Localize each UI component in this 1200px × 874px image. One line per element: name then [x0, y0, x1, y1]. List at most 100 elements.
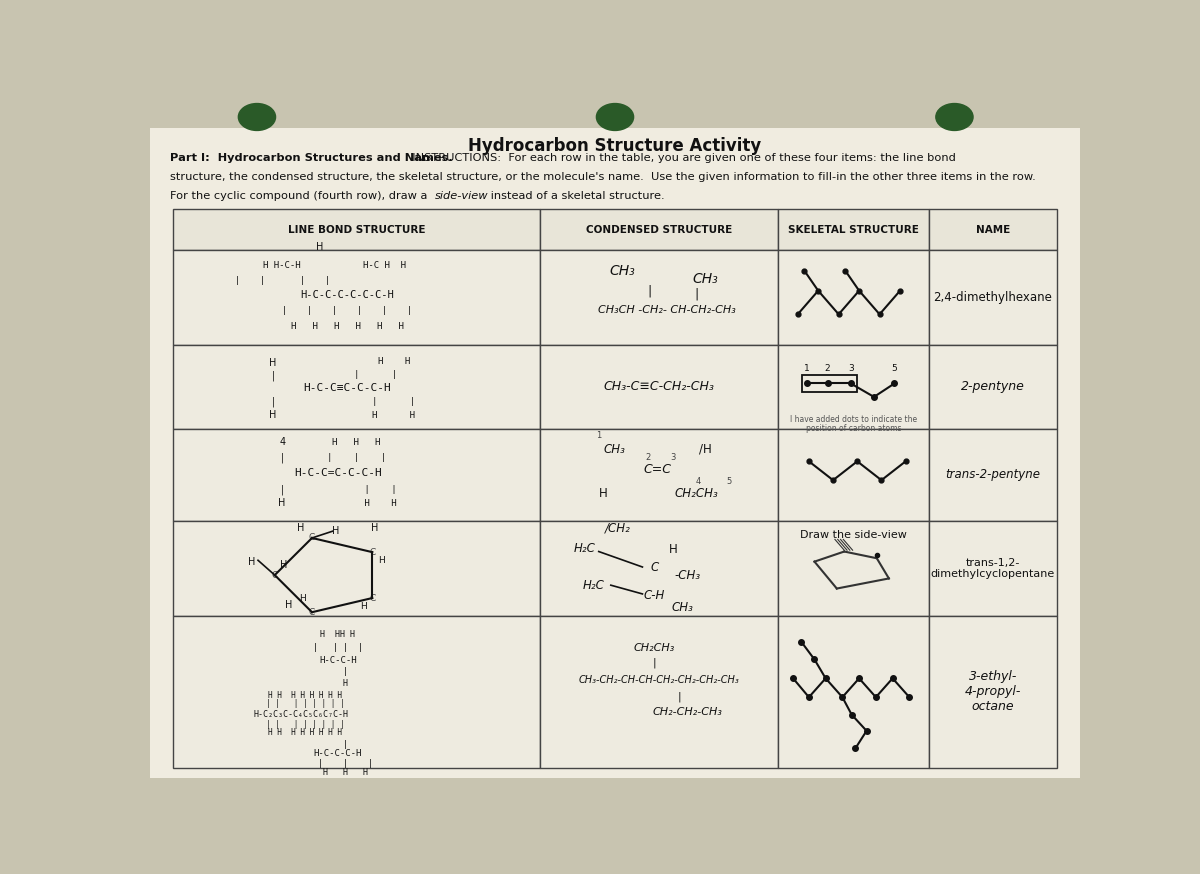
Circle shape [936, 103, 973, 130]
Text: 2: 2 [646, 454, 650, 462]
Text: CH₃: CH₃ [604, 443, 625, 455]
Text: H H  H H H H H H: H H H H H H H H [269, 690, 342, 700]
Text: C: C [308, 607, 316, 617]
Bar [779, 616, 929, 767]
Text: CH₃: CH₃ [692, 273, 719, 287]
Text: H₂C: H₂C [583, 579, 605, 592]
Text: trans-1,2-
dimethylcyclopentane: trans-1,2- dimethylcyclopentane [930, 558, 1055, 579]
Bar [173, 521, 540, 616]
Text: C: C [370, 548, 376, 557]
Text: H: H [372, 523, 379, 533]
Text: 4: 4 [280, 438, 286, 447]
Text: C: C [370, 593, 376, 602]
Text: H: H [668, 543, 678, 556]
Text: 5: 5 [892, 364, 898, 373]
Text: LINE BOND STRUCTURE: LINE BOND STRUCTURE [288, 225, 425, 234]
Text: |    |    |: | | | [302, 760, 373, 768]
Text: H: H [599, 487, 607, 500]
Text: H-C-C-H: H-C-C-H [319, 656, 356, 664]
Text: trans-2-pentyne: trans-2-pentyne [946, 468, 1040, 482]
Text: CH₃-CH₂-CH-CH-CH₂-CH₂-CH₂-CH₃: CH₃-CH₂-CH-CH-CH₂-CH₂-CH₂-CH₃ [578, 675, 739, 684]
Bar [173, 250, 540, 345]
Text: |: | [271, 371, 275, 381]
Text: | |   | | | | | |: | | | | | | | | [266, 719, 344, 729]
Text: -CH₃: -CH₃ [674, 569, 700, 581]
Circle shape [239, 103, 276, 130]
Text: H-C-C≡C-C-C-H: H-C-C≡C-C-C-H [304, 383, 391, 393]
Bar [540, 345, 779, 429]
Text: CH₂CH₃: CH₂CH₃ [674, 487, 719, 500]
Text: |      |: | | [354, 371, 397, 379]
Bar [540, 209, 779, 250]
Text: H: H [328, 679, 348, 688]
Bar [173, 429, 540, 521]
Text: C-H: C-H [644, 589, 665, 602]
Text: |    |: | | [317, 485, 397, 494]
Text: CH₃CH -CH₂- CH-CH₂-CH₃: CH₃CH -CH₂- CH-CH₂-CH₃ [598, 304, 736, 315]
Text: 2-pentyne: 2-pentyne [961, 380, 1025, 393]
Bar [929, 345, 1057, 429]
Bar [540, 250, 779, 345]
Text: |: | [281, 484, 284, 495]
Text: CH₂-CH₂-CH₃: CH₂-CH₂-CH₃ [652, 707, 722, 717]
Text: I have added dots to indicate the: I have added dots to indicate the [790, 414, 917, 424]
Text: |   | |  |: | | | | [313, 643, 362, 652]
Text: 1: 1 [596, 431, 601, 440]
Text: NAME: NAME [976, 225, 1010, 234]
Text: H-C-C=C-C-C-H: H-C-C=C-C-C-H [294, 468, 382, 478]
Text: |: | [281, 453, 284, 463]
Text: Hydrocarbon Structure Activity: Hydrocarbon Structure Activity [468, 136, 762, 155]
Text: |: | [678, 691, 682, 702]
Text: SKELETAL STRUCTURE: SKELETAL STRUCTURE [788, 225, 919, 234]
Text: H: H [316, 242, 323, 252]
Text: CH₃: CH₃ [672, 601, 694, 614]
Text: instead of a skeletal structure.: instead of a skeletal structure. [487, 191, 665, 201]
Text: H-C₂C₃C-C₄C₅C₆C₇C-H: H-C₂C₃C-C₄C₅C₆C₇C-H [253, 710, 348, 718]
Bar [779, 521, 929, 616]
Bar [779, 209, 929, 250]
Text: C: C [271, 571, 278, 579]
Text: |: | [648, 284, 652, 297]
Bar [173, 345, 540, 429]
Text: |    |       |    |: | | | | [235, 276, 330, 285]
Bar [929, 616, 1057, 767]
Text: 4: 4 [696, 477, 701, 486]
Text: |      |: | | [372, 397, 415, 406]
Text: H: H [281, 560, 288, 570]
Text: CH₃-C≡C-CH₂-CH₃: CH₃-C≡C-CH₂-CH₃ [604, 380, 715, 393]
Circle shape [596, 103, 634, 130]
Text: H H  H H H H H H: H H H H H H H H [269, 728, 342, 737]
Text: H: H [247, 557, 256, 566]
Text: CH₂CH₃: CH₂CH₃ [634, 643, 676, 653]
Text: H: H [331, 526, 338, 537]
Bar [173, 209, 540, 250]
Text: H   H   H: H H H [332, 438, 380, 447]
Text: 1: 1 [804, 364, 810, 373]
Text: |    |    |    |    |    |: | | | | | | [282, 307, 413, 316]
Bar [779, 345, 929, 429]
Text: position of carbon atoms: position of carbon atoms [805, 424, 901, 433]
Text: H    H: H H [317, 498, 397, 508]
Text: H    H: H H [378, 357, 410, 365]
Bar [540, 521, 779, 616]
Bar [929, 250, 1057, 345]
Text: | |   | | | | | |: | | | | | | | | [266, 699, 344, 709]
Text: H: H [286, 600, 293, 610]
Bar [929, 429, 1057, 521]
Text: C: C [308, 533, 316, 543]
Text: 3: 3 [671, 454, 676, 462]
Text: H-C-C-C-C-C-C-H: H-C-C-C-C-C-C-H [300, 290, 394, 301]
Text: /CH₂: /CH₂ [605, 522, 630, 535]
Text: CH₃: CH₃ [610, 264, 635, 278]
Text: |: | [328, 667, 348, 676]
Text: H H-C-H: H H-C-H [263, 260, 301, 270]
Text: H: H [278, 498, 286, 508]
Text: H-C H  H: H-C H H [362, 260, 406, 270]
Text: H: H [269, 358, 276, 368]
Text: /H: /H [700, 443, 712, 455]
Text: H   H   H: H H H [308, 768, 368, 777]
Text: H₂C: H₂C [574, 542, 595, 555]
Bar [779, 250, 929, 345]
Bar [173, 616, 540, 767]
Text: Draw the side-view: Draw the side-view [800, 530, 907, 540]
